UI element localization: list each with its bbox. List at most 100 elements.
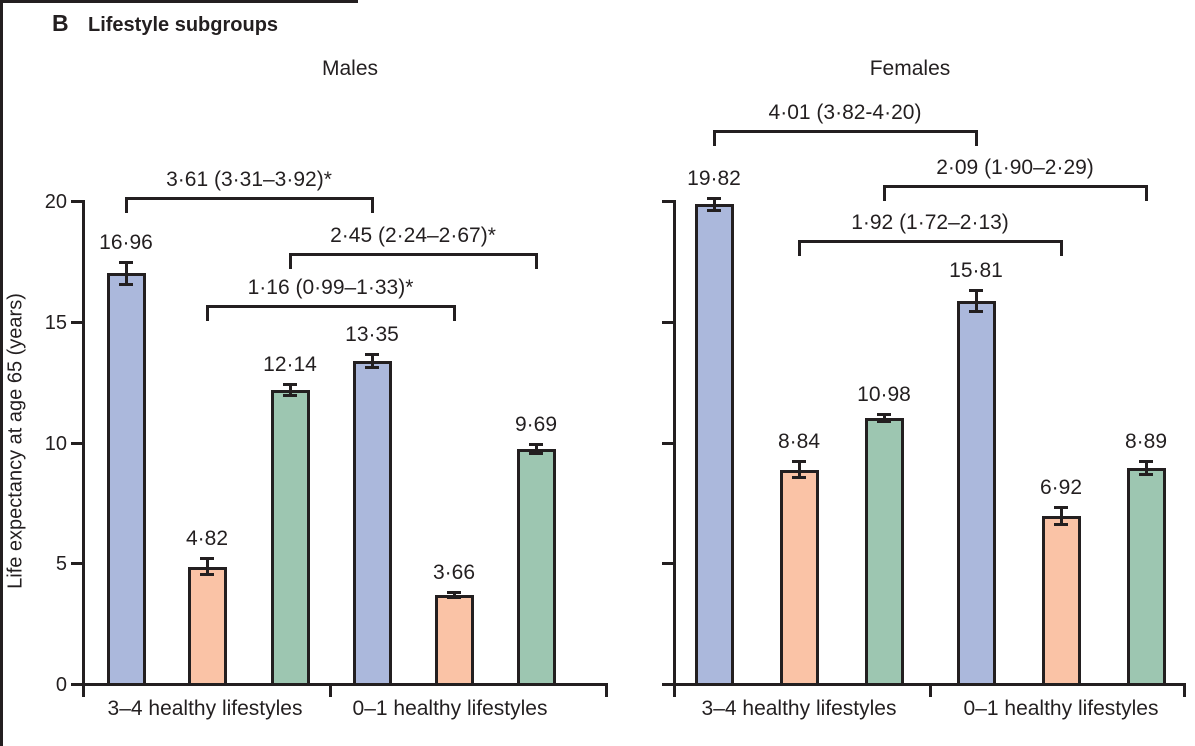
- bar-value-label: 8·89: [1124, 430, 1168, 454]
- comparison-bracket: [206, 305, 456, 308]
- x-axis: [82, 683, 608, 686]
- error-bar-cap-top: [1054, 505, 1068, 509]
- bar-salmon: [187, 566, 227, 686]
- error-bar-whisker: [798, 460, 801, 479]
- category-label: 0–1 healthy lifestyles: [352, 697, 548, 720]
- error-bar-cap-bottom: [283, 394, 297, 398]
- error-bar-cap-bottom: [119, 282, 133, 286]
- comparison-label: 1·16 (0·99–1·33)*: [247, 276, 414, 299]
- y-tick: [71, 683, 82, 686]
- y-tick: [662, 683, 673, 686]
- comparison-bracket-drop: [975, 130, 978, 146]
- figure-border-left: [0, 0, 3, 746]
- comparison-bracket: [883, 185, 1148, 188]
- bar-green: [1126, 468, 1166, 686]
- error-bar-cap-top: [200, 556, 214, 560]
- comparison-bracket: [125, 197, 374, 200]
- bar-green: [270, 389, 310, 686]
- error-bar-cap-top: [365, 352, 379, 356]
- bar-blue: [956, 301, 996, 686]
- bar-value-label: 12·14: [263, 352, 317, 376]
- error-bar-cap-bottom: [877, 420, 891, 424]
- category-label: 3–4 healthy lifestyles: [107, 697, 303, 720]
- y-tick: [71, 200, 82, 203]
- comparison-bracket-drop: [1145, 185, 1148, 201]
- bar-blue: [106, 273, 146, 686]
- comparison-label: 3·61 (3·31–3·92)*: [166, 168, 332, 191]
- error-bar-cap-top: [119, 260, 133, 264]
- bar-value-label: 8·84: [777, 430, 821, 454]
- y-tick: [71, 320, 82, 324]
- comparison-bracket-drop: [371, 197, 374, 213]
- error-bar-whisker: [1060, 505, 1063, 527]
- error-bar-cap-bottom: [1054, 523, 1068, 527]
- error-bar-whisker: [975, 289, 978, 314]
- x-tick-divider: [329, 683, 332, 697]
- y-tick-label: 20: [44, 191, 67, 213]
- y-tick: [662, 441, 673, 445]
- comparison-bracket-drop: [1060, 240, 1063, 256]
- comparison-label: 2·09 (1·90–2·29): [936, 156, 1094, 179]
- bar-green: [864, 417, 904, 686]
- error-bar-whisker: [125, 260, 128, 286]
- bar-value-label: 6·92: [1039, 475, 1083, 499]
- bar-blue: [352, 360, 392, 686]
- bar-salmon: [1041, 515, 1081, 686]
- error-bar-cap-bottom: [792, 475, 806, 479]
- comparison-bracket-drop: [535, 253, 538, 269]
- comparison-bracket-drop: [883, 185, 886, 201]
- bar-value-label: 3·66: [432, 560, 476, 584]
- error-bar-whisker: [289, 382, 292, 398]
- x-tick-end: [1183, 683, 1186, 697]
- bar-blue: [694, 204, 734, 686]
- bar-value-label: 4·82: [185, 526, 229, 550]
- error-bar-whisker: [206, 556, 209, 577]
- y-tick-label: 15: [44, 311, 67, 334]
- comparison-bracket-drop: [713, 130, 716, 146]
- y-tick: [71, 441, 82, 445]
- error-bar-cap-bottom: [1139, 473, 1153, 477]
- error-bar-whisker: [1145, 460, 1148, 477]
- error-bar-cap-bottom: [365, 365, 379, 369]
- error-bar-cap-bottom: [969, 310, 983, 314]
- y-tick: [662, 200, 673, 203]
- bar-salmon: [434, 594, 474, 686]
- category-label: 0–1 healthy lifestyles: [963, 697, 1159, 720]
- error-bar-cap-top: [1139, 460, 1153, 464]
- error-bar-cap-bottom: [529, 452, 543, 456]
- comparison-bracket-drop: [125, 197, 128, 213]
- error-bar-cap-top: [969, 289, 983, 293]
- y-tick: [71, 562, 82, 566]
- error-bar-cap-top: [707, 197, 721, 201]
- error-bar-cap-top: [877, 412, 891, 416]
- x-tick-divider: [929, 683, 932, 697]
- error-bar-cap-bottom: [447, 595, 461, 599]
- error-bar-whisker: [371, 352, 374, 369]
- comparison-bracket-drop: [289, 253, 292, 269]
- error-bar-cap-top: [283, 382, 297, 386]
- bar-value-label: 9·69: [514, 412, 558, 436]
- bar-value-label: 13·35: [345, 322, 399, 346]
- y-tick-label: 0: [55, 674, 67, 696]
- bar-value-label: 10·98: [857, 382, 911, 406]
- figure-panel-label: B: [52, 10, 69, 36]
- y-axis: [82, 200, 85, 697]
- comparison-bracket-drop: [206, 305, 209, 321]
- bar-value-label: 16·96: [99, 230, 153, 254]
- panel-title-females: Females: [869, 57, 951, 80]
- comparison-bracket: [713, 130, 978, 133]
- error-bar-cap-bottom: [707, 208, 721, 212]
- x-tick-end: [605, 683, 608, 697]
- y-tick: [662, 320, 673, 324]
- figure-border-top: [0, 0, 358, 3]
- category-label: 3–4 healthy lifestyles: [701, 697, 897, 720]
- error-bar-cap-top: [792, 460, 806, 464]
- bar-value-label: 15·81: [949, 259, 1003, 283]
- error-bar-cap-top: [447, 590, 461, 594]
- figure-title: Lifestyle subgroups: [88, 14, 279, 36]
- error-bar-whisker: [713, 197, 716, 212]
- error-bar-cap-top: [529, 442, 543, 446]
- y-axis: [673, 200, 676, 697]
- y-tick: [662, 562, 673, 566]
